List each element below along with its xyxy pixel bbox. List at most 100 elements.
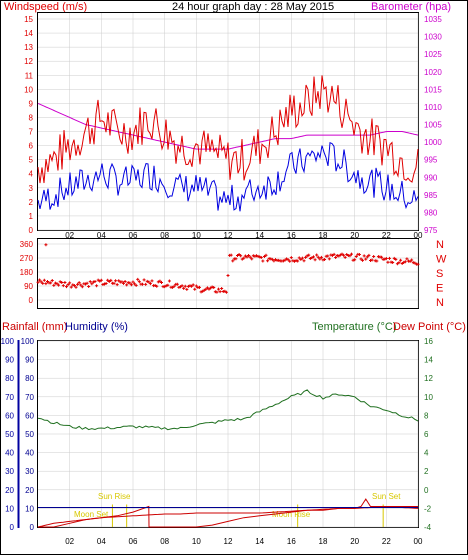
direction-point (224, 290, 228, 294)
direction-point (44, 243, 48, 247)
direction-point (156, 280, 160, 284)
humidity-axis-title: Humidity (%) (65, 321, 128, 333)
direction-point (386, 260, 390, 264)
direction-point (229, 253, 233, 257)
direction-point (71, 283, 75, 287)
direction-point (80, 285, 84, 289)
direction-point (327, 257, 331, 261)
barometer-y-tick-label: 1020 (424, 68, 442, 77)
direction-point (61, 284, 65, 288)
direction-point (109, 278, 113, 282)
direction-point (77, 281, 81, 285)
rain-y-tick-label: 100 (1, 337, 15, 346)
graph-title: 24 hour graph day : 28 May 2015 (172, 1, 334, 13)
barometer-y-tick-label: 990 (424, 173, 438, 182)
wind-y-tick-label: 4 (29, 170, 34, 179)
barometer-axis-title: Barometer (hpa) (371, 1, 451, 13)
barometer-y-tick-label: 1015 (424, 85, 442, 94)
direction-point (36, 280, 40, 284)
wind-x-tick-label: 04 (97, 231, 106, 240)
direction-point (50, 278, 54, 282)
compass-label: S (436, 268, 443, 280)
direction-point (137, 280, 141, 284)
direction-point (68, 281, 72, 285)
direction-point (180, 284, 184, 288)
direction-point (240, 257, 244, 261)
direction-point (115, 283, 119, 287)
rain-y-tick-label: 40 (5, 449, 14, 458)
direction-point (255, 254, 258, 258)
lower-x-tick-label: 18 (319, 537, 328, 546)
wind-y-tick-label: 14 (24, 29, 33, 38)
direction-point (362, 254, 366, 258)
direction-point (148, 282, 152, 286)
direction-point (122, 281, 125, 285)
direction-point (72, 284, 76, 288)
wind-y-tick-label: 7 (29, 128, 34, 137)
direction-point (160, 281, 163, 285)
direction-point (223, 289, 227, 293)
direction-point (177, 285, 181, 289)
humidity-y-tick-label: 50 (25, 430, 34, 439)
rain-y-tick-label: 60 (5, 411, 14, 420)
direction-point (129, 283, 133, 287)
direction-point (98, 279, 102, 283)
direction-point (343, 255, 347, 259)
wind-x-tick-label: 10 (192, 231, 201, 240)
direction-point (332, 252, 336, 256)
direction-point (167, 279, 171, 283)
direction-point (147, 280, 151, 284)
direction-point (395, 262, 399, 266)
direction-point (237, 252, 241, 256)
direction-point (245, 255, 249, 259)
direction-point (397, 261, 401, 265)
direction-point (179, 285, 182, 289)
direction-point (410, 258, 414, 262)
wind-y-tick-label: 13 (24, 43, 33, 52)
direction-point (53, 281, 57, 285)
direction-point (262, 254, 266, 258)
barometer-y-tick-label: 975 (424, 226, 438, 235)
direction-point (302, 259, 306, 263)
direction-point (128, 281, 132, 285)
direction-point (133, 282, 137, 286)
humidity-y-tick-label: 90 (25, 356, 34, 365)
direction-point (281, 259, 285, 263)
lower-x-tick-label: 20 (350, 537, 359, 546)
temperature-y-tick-label: 2 (424, 467, 429, 476)
humidity-y-tick-label: 20 (25, 486, 34, 495)
direction-point (297, 256, 301, 260)
direction-point (65, 285, 68, 289)
direction-point (63, 281, 67, 285)
direction-point (131, 280, 135, 284)
wind-y-tick-label: 6 (29, 142, 34, 151)
direction-point (274, 258, 277, 262)
direction-point (104, 282, 108, 286)
direction-point (365, 255, 369, 259)
direction-point (90, 282, 94, 286)
direction-point (95, 284, 99, 288)
direction-point (117, 279, 121, 283)
direction-point (264, 253, 268, 257)
wind-y-tick-label: 12 (24, 57, 33, 66)
rain-y-tick-label: 90 (5, 356, 14, 365)
direction-point (150, 279, 154, 283)
wind-x-tick-label: 06 (129, 231, 138, 240)
wind-x-tick-label: 14 (255, 231, 264, 240)
direction-point (96, 278, 100, 282)
direction-point (291, 259, 295, 263)
direction-point (285, 257, 289, 261)
humidity-y-tick-label: 40 (25, 449, 34, 458)
direction-point (205, 286, 209, 290)
direction-point (125, 283, 129, 287)
direction-point (166, 283, 170, 287)
direction-point (217, 287, 220, 291)
direction-point (194, 284, 198, 288)
direction-point (55, 282, 59, 286)
temperature-y-tick-label: 12 (424, 374, 433, 383)
wind-y-tick-label: 0 (29, 226, 34, 235)
direction-point (318, 257, 322, 261)
direction-point (215, 290, 219, 294)
